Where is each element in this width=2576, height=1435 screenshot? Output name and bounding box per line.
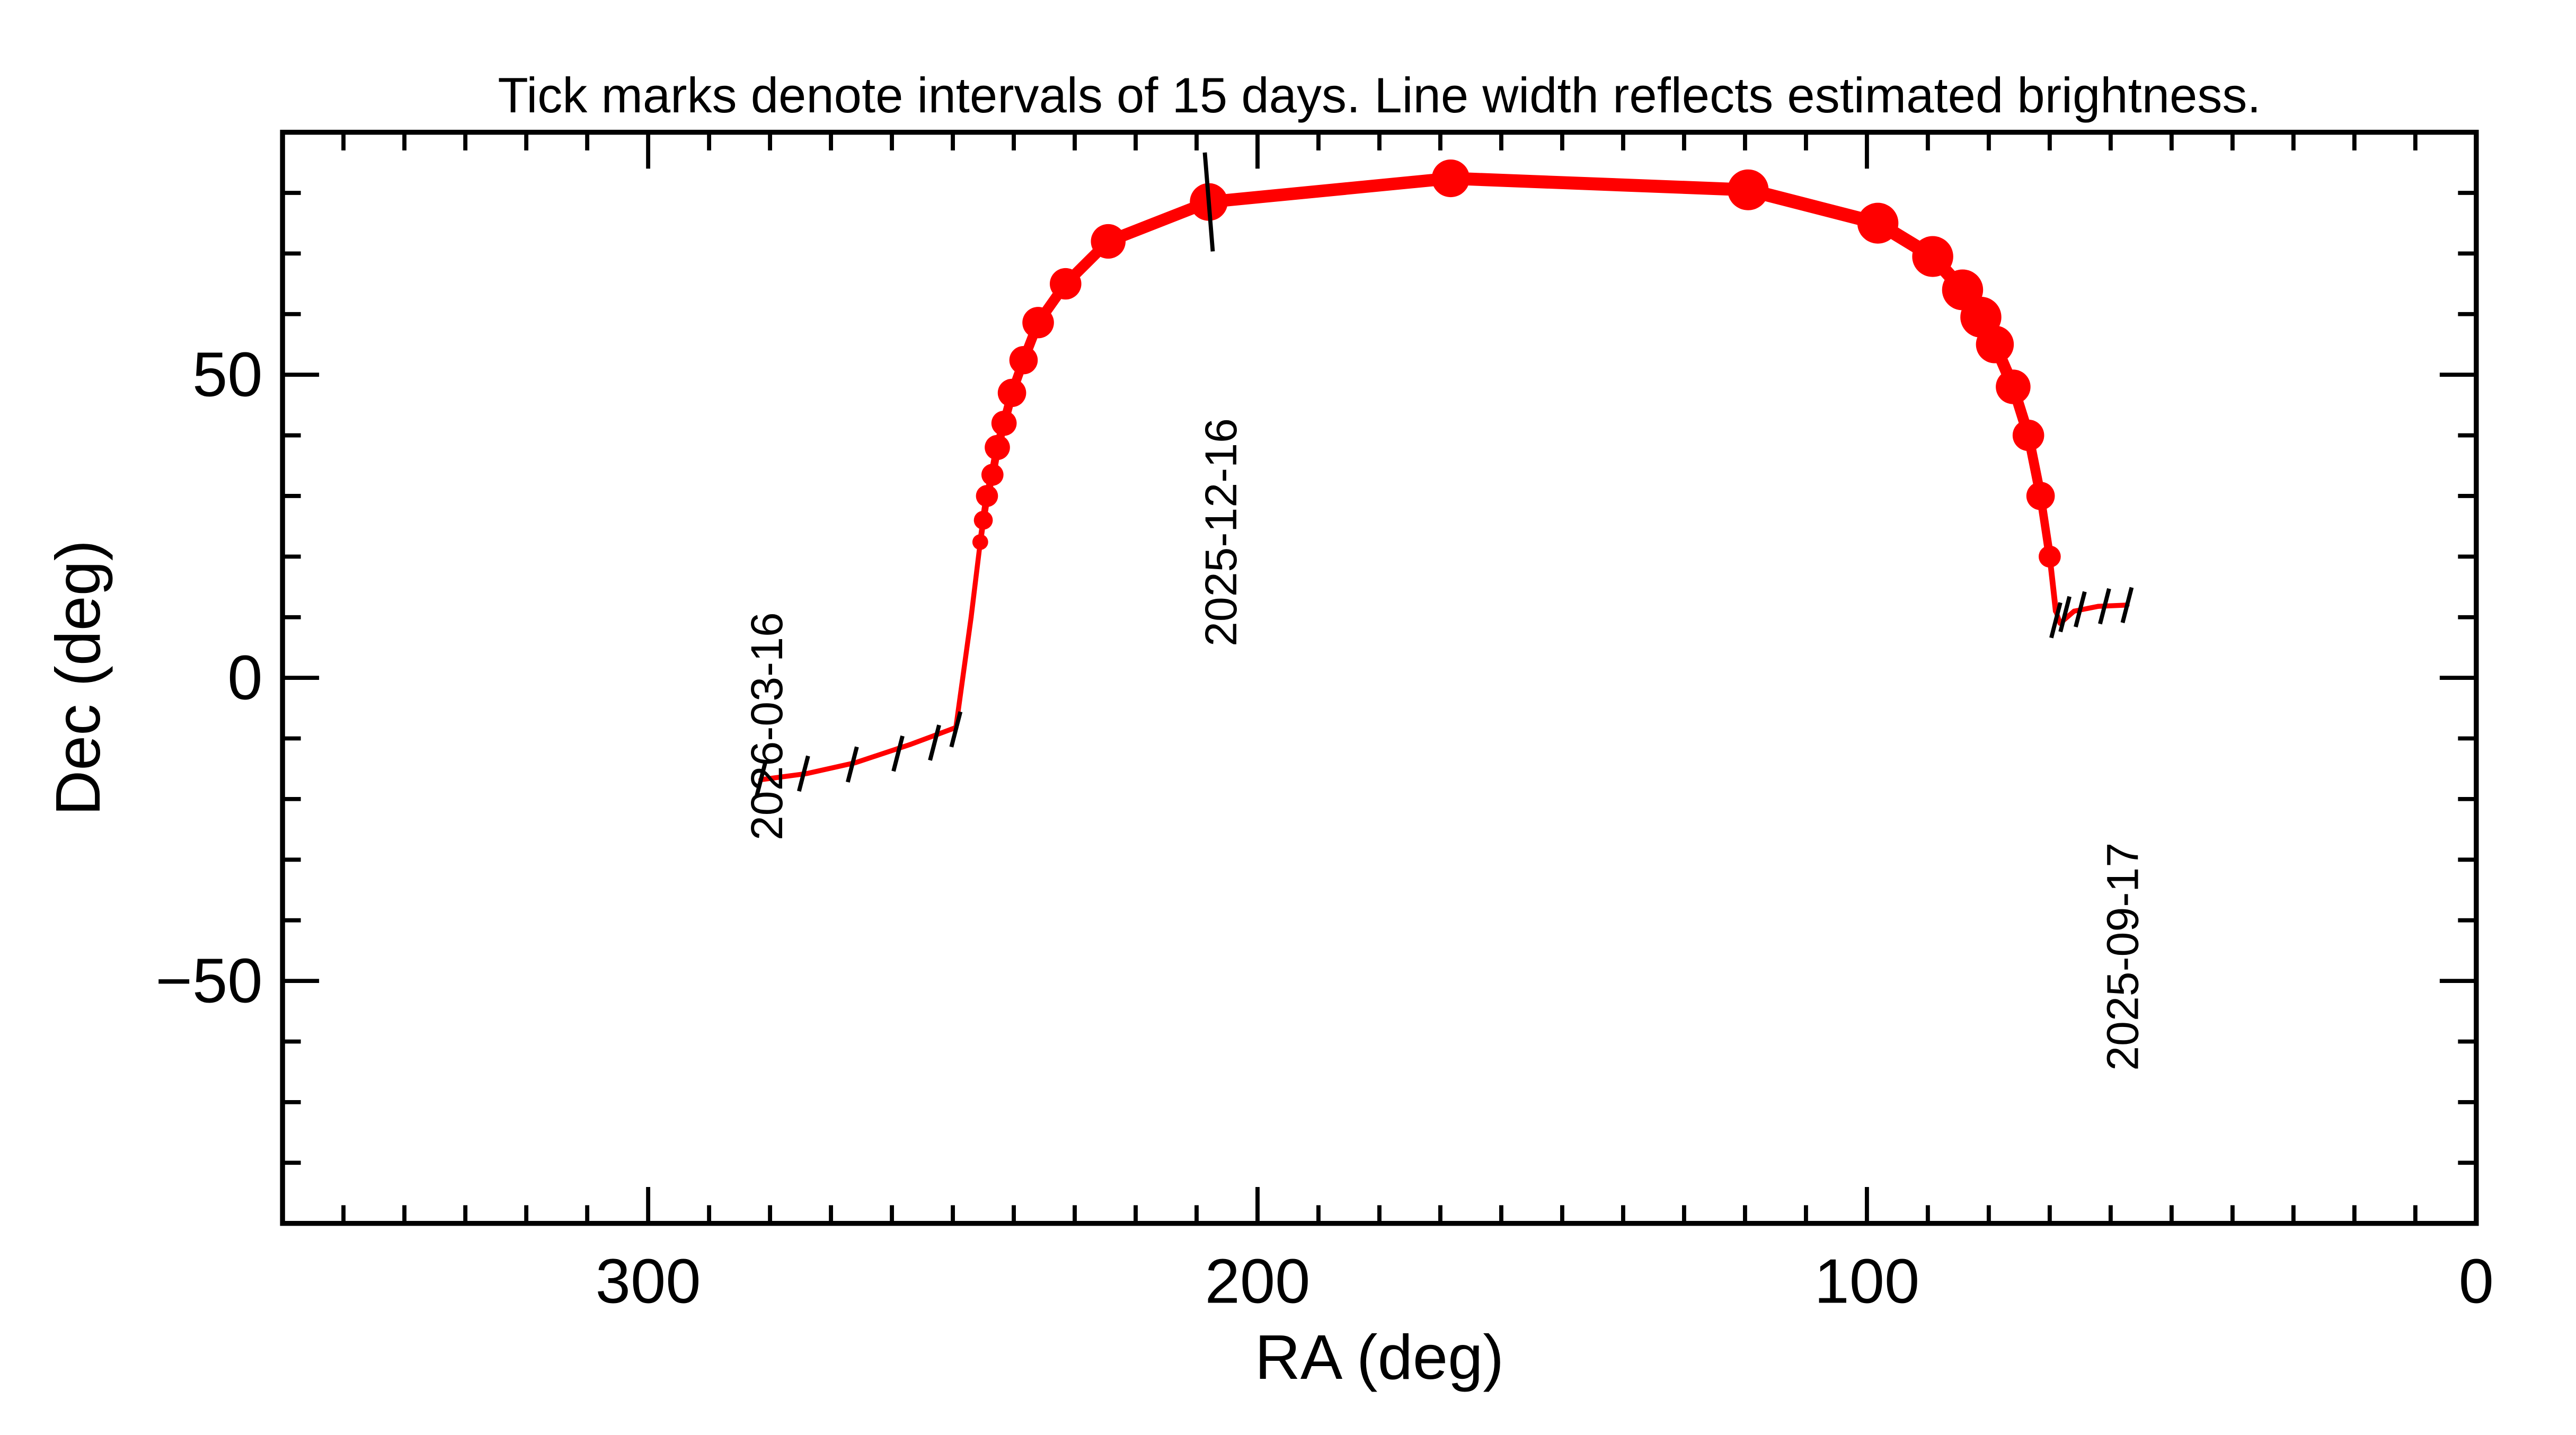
y-tick-label: 50 (192, 340, 263, 410)
date-label: 2025-09-17 (2097, 843, 2147, 1071)
track-segment (804, 760, 858, 776)
track-point (1009, 346, 1038, 375)
track-point (2026, 482, 2055, 510)
interval-tick (928, 724, 941, 761)
track-point (972, 534, 988, 550)
track-segment (2072, 604, 2101, 614)
track-point (991, 410, 1017, 436)
track-point (997, 378, 1026, 408)
track-point (981, 464, 1004, 486)
track-segment (968, 539, 983, 620)
track-segment (907, 725, 959, 747)
interval-tick (796, 755, 810, 792)
track-segment (1741, 183, 1885, 230)
interval-tick (2120, 587, 2134, 624)
y-axis-label: Dec (deg) (43, 540, 113, 816)
chart-title: Tick marks denote intervals of 15 days. … (498, 67, 2261, 123)
track-segment (853, 742, 913, 765)
x-tick-label: 300 (596, 1246, 701, 1317)
track-point (973, 510, 993, 530)
track-point (1022, 307, 1054, 339)
plot-frame (280, 129, 2479, 1226)
track-point (976, 485, 998, 507)
track-point (1996, 369, 2031, 404)
track-point (1091, 224, 1126, 259)
track-point (2012, 419, 2044, 451)
interval-tick (845, 746, 859, 783)
track-point (1942, 269, 1984, 311)
track-point (1049, 268, 1082, 300)
track-point (1727, 169, 1769, 210)
x-tick-label: 100 (1814, 1246, 1920, 1317)
track-point (1431, 159, 1470, 198)
track-segment (758, 771, 809, 782)
y-tick-label: −50 (155, 946, 262, 1016)
plot-marks: 2026-03-16 2025-12-16 2025-09-17 (742, 152, 2148, 1071)
track-point (2039, 545, 2061, 568)
interval-tick (2058, 596, 2072, 633)
track-point (985, 435, 1010, 460)
y-tick-label: 0 (227, 643, 262, 713)
x-axis-label: RA (deg) (1255, 1322, 1504, 1393)
x-tick-label: 200 (1205, 1246, 1311, 1317)
interval-tick (2049, 602, 2062, 639)
interval-tick (949, 711, 963, 748)
interval-tick (1202, 152, 1215, 252)
track-segment (953, 615, 974, 730)
track-segment (1202, 172, 1457, 208)
interval-tick (891, 735, 905, 772)
date-label: 2026-03-16 (742, 612, 792, 840)
axes: 300 200 100 0 50 0 −50 (155, 130, 2494, 1317)
interval-tick (2098, 588, 2111, 625)
interval-tick (2074, 591, 2087, 628)
track-point (1912, 236, 1953, 277)
date-label: 2025-12-16 (1196, 418, 1246, 646)
track-point (1857, 202, 1899, 244)
interval-tick (754, 761, 768, 798)
x-tick-label: 0 (2459, 1246, 2494, 1317)
track-segment (1444, 172, 1755, 197)
